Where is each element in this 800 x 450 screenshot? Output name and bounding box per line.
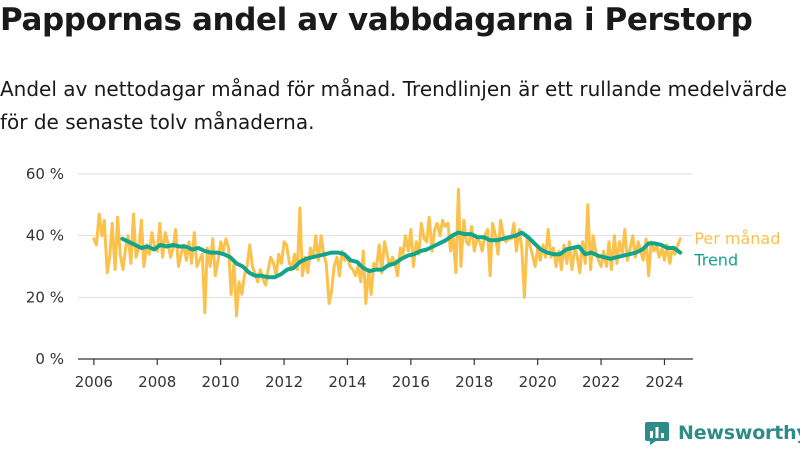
x-axis-labels: 2006 2008 2010 2012 2014 2016 2018 2020 2022 2024 [75, 373, 684, 391]
x-axis [78, 358, 693, 365]
y-tick-label: 0 % [35, 350, 64, 368]
series-label-per-manad: Per månad [694, 229, 780, 248]
x-tick-label: 2024 [645, 373, 683, 391]
y-tick-label: 40 % [26, 227, 64, 245]
series-labels: Trend Per månad [693, 229, 780, 270]
series-line-trend [120, 230, 683, 280]
x-tick-label: 2006 [75, 373, 113, 391]
y-axis-labels: 0 % 20 % 40 % 60 % [26, 165, 64, 368]
grid-lines [78, 173, 693, 298]
x-tick-label: 2022 [582, 373, 620, 391]
series-label-trend: Trend [693, 251, 738, 270]
newsworthy-logo: Newsworthy [644, 420, 800, 446]
chart-title: Pappornas andel av vabbdagarna i Perstor… [0, 2, 753, 38]
logo-text: Newsworthy [678, 422, 800, 444]
x-tick-label: 2018 [455, 373, 493, 391]
bar-chart-logo-icon [645, 422, 669, 445]
x-tick-label: 2012 [265, 373, 303, 391]
x-tick-label: 2010 [202, 373, 240, 391]
x-tick-label: 2008 [138, 373, 176, 391]
x-tick-label: 2016 [392, 373, 430, 391]
x-tick-label: 2014 [328, 373, 366, 391]
line-chart: 0 % 20 % 40 % 60 % 2006 2008 2010 2012 2014 2016… [26, 165, 781, 391]
x-tick-label: 2020 [519, 373, 557, 391]
chart-subtitle: Andel av nettodagar månad för månad. Tre… [0, 77, 787, 134]
y-tick-label: 60 % [26, 165, 64, 183]
series-lines [92, 187, 683, 318]
y-tick-label: 20 % [26, 288, 64, 306]
series-line-per-manad [92, 187, 682, 318]
